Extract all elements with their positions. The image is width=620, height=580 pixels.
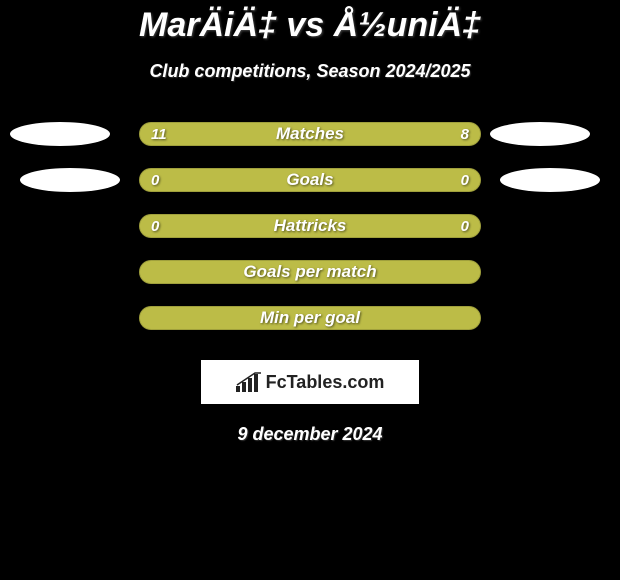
right-value-ellipse (490, 122, 590, 146)
date-text: 9 december 2024 (0, 424, 620, 445)
stat-label: Min per goal (139, 308, 481, 328)
stat-row-min-per-goal: Min per goal (0, 306, 620, 330)
left-value-ellipse (20, 168, 120, 192)
comparison-infographic: MarÄiÄ‡ vs Å½uniÄ‡ Club competitions, Se… (0, 0, 620, 580)
logo-box: FcTables.com (201, 360, 419, 404)
stat-row-goals: 0 Goals 0 (0, 168, 620, 192)
stat-right-value: 0 (441, 218, 469, 235)
stat-label: Goals (139, 170, 481, 190)
stat-bar: 0 Hattricks 0 (139, 214, 481, 238)
stat-rows: 11 Matches 8 0 Goals 0 0 Hattricks 0 (0, 122, 620, 330)
stat-label: Goals per match (139, 262, 481, 282)
stat-right-value: 8 (441, 126, 469, 143)
stat-left-value: 0 (151, 218, 179, 235)
bar-chart-icon (236, 372, 262, 392)
stat-label: Hattricks (139, 216, 481, 236)
stat-label: Matches (139, 124, 481, 144)
page-title: MarÄiÄ‡ vs Å½uniÄ‡ (0, 0, 620, 45)
stat-left-value: 0 (151, 172, 179, 189)
stat-bar: Goals per match (139, 260, 481, 284)
logo: FcTables.com (236, 372, 385, 393)
stat-bar: 0 Goals 0 (139, 168, 481, 192)
stat-row-hattricks: 0 Hattricks 0 (0, 214, 620, 238)
logo-text: FcTables.com (266, 372, 385, 393)
stat-left-value: 11 (151, 126, 179, 143)
stat-bar: 11 Matches 8 (139, 122, 481, 146)
stat-bar: Min per goal (139, 306, 481, 330)
right-value-ellipse (500, 168, 600, 192)
stat-row-goals-per-match: Goals per match (0, 260, 620, 284)
left-value-ellipse (10, 122, 110, 146)
subtitle: Club competitions, Season 2024/2025 (0, 61, 620, 82)
stat-row-matches: 11 Matches 8 (0, 122, 620, 146)
stat-right-value: 0 (441, 172, 469, 189)
